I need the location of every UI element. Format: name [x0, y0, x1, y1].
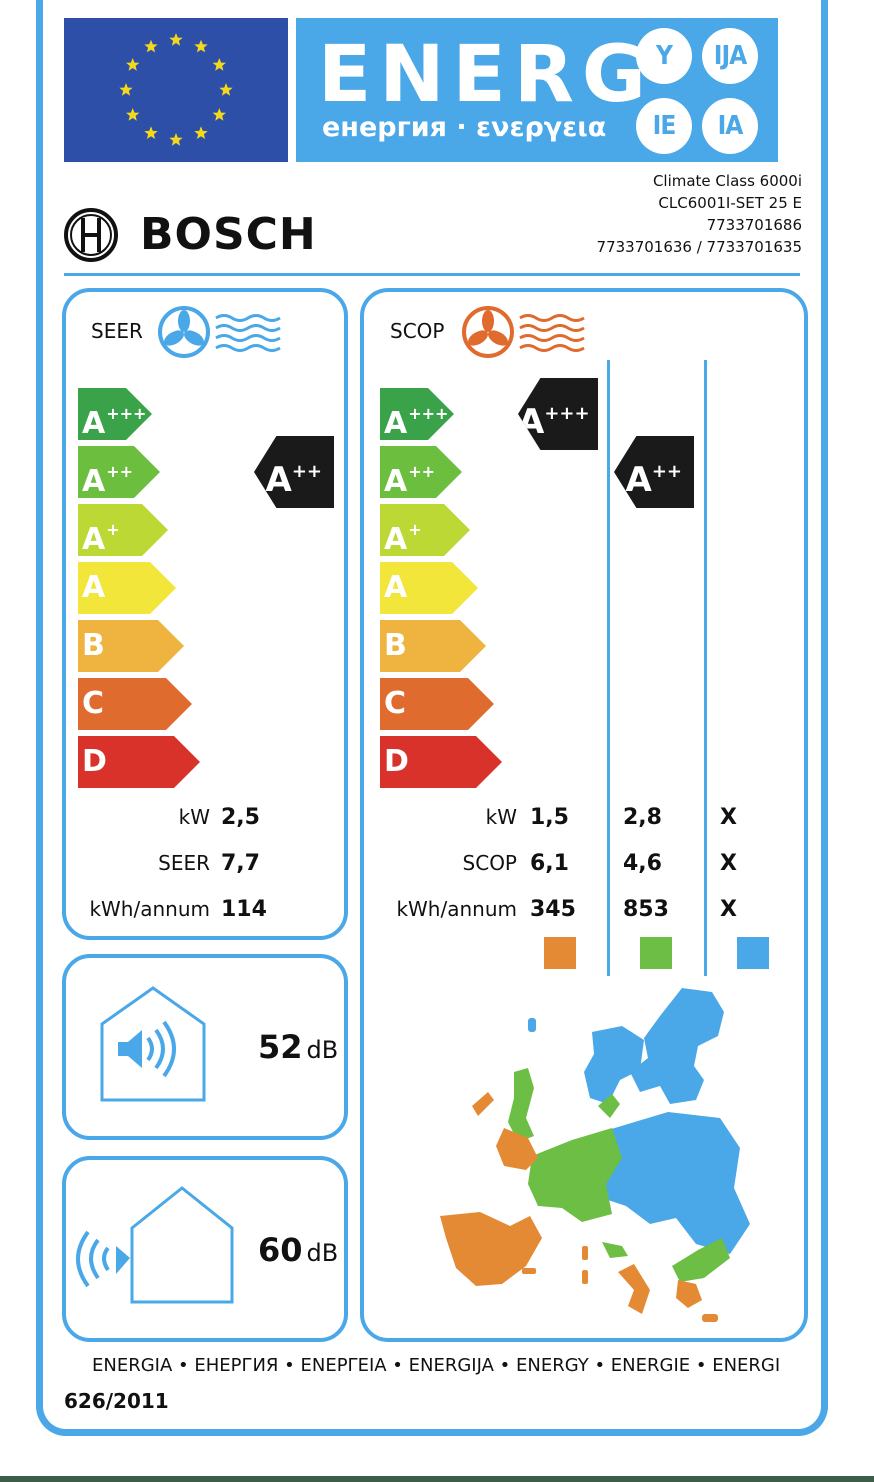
scop-value-average: 853: [623, 897, 669, 922]
energy-class-bar: B: [380, 620, 486, 672]
seer-row-label: SEER: [158, 851, 210, 875]
scop-value-average: 4,6: [623, 851, 662, 876]
europe-climate-map-icon: [432, 980, 772, 1344]
energy-subtitle: енергия · ενεργεια: [322, 112, 607, 143]
suffix-badge: IA: [702, 98, 758, 154]
zone-swatch-colder: [737, 937, 769, 969]
outdoor-db-unit: dB: [306, 1239, 339, 1267]
energy-class-bar: C: [78, 678, 192, 730]
indoor-db-number: 52: [258, 1028, 303, 1066]
seer-row-value: 2,5: [221, 805, 260, 830]
scop-row-label: kWh/annum: [396, 897, 517, 921]
suffix-badge: IE: [636, 98, 692, 154]
model-line: Climate Class 6000i: [652, 172, 802, 190]
indoor-db-unit: dB: [306, 1036, 339, 1064]
scop-value-average: 2,8: [623, 805, 662, 830]
scop-value-warmer: 345: [530, 897, 576, 922]
label-frame: [36, 0, 828, 1436]
scop-rating-plus: ++: [651, 461, 682, 482]
energy-banner: ENERG енергия · ενεργεια Y IJA IE IA: [296, 18, 778, 162]
cooling-fan-icon: [156, 304, 292, 364]
bottom-strip: [0, 1476, 874, 1482]
column-divider: [704, 360, 707, 976]
energy-class-bar: C: [380, 678, 494, 730]
seer-row-value: 114: [221, 897, 267, 922]
energy-class-bar: D: [78, 736, 200, 788]
outdoor-noise-value: 60 dB: [258, 1234, 338, 1266]
heating-fan-icon: [460, 304, 596, 364]
suffix-badge: Y: [636, 28, 692, 84]
model-line: 7733701686: [706, 216, 802, 234]
scop-rating-letter: A: [625, 460, 652, 500]
outdoor-db-number: 60: [258, 1231, 303, 1269]
zone-swatch-warmer: [544, 937, 576, 969]
scop-value-warmer: 1,5: [530, 805, 569, 830]
footer-languages: ENERGIA • ЕНЕРГИЯ • ΕΝΕΡΓΕΙΑ • ENERGIJA …: [92, 1355, 781, 1376]
brand-name: BOSCH: [140, 209, 317, 260]
scop-value-colder: X: [720, 805, 737, 830]
eu-stars-icon: [119, 33, 233, 146]
scop-rating-plus: +++: [544, 403, 590, 424]
energy-word: ENERG: [318, 30, 654, 120]
indoor-sound-icon: [98, 984, 208, 1108]
seer-rating-letter: A: [265, 460, 292, 500]
scop-title: SCOP: [390, 319, 445, 343]
seer-row-value: 7,7: [221, 851, 260, 876]
zone-swatch-average: [640, 937, 672, 969]
seer-title: SEER: [91, 319, 143, 343]
scop-value-colder: X: [720, 897, 737, 922]
seer-panel: [62, 288, 348, 940]
energy-class-bar: D: [380, 736, 502, 788]
scop-row-label: SCOP: [462, 851, 517, 875]
model-line: CLC6001I-SET 25 E: [658, 194, 802, 212]
model-info: Climate Class 6000i CLC6001I-SET 25 E 77…: [597, 170, 802, 258]
seer-rating-plus: ++: [291, 461, 322, 482]
regulation-number: 626/2011: [64, 1389, 169, 1413]
scop-value-colder: X: [720, 851, 737, 876]
indoor-noise-panel: [62, 954, 348, 1140]
column-divider: [607, 360, 610, 976]
scop-value-warmer: 6,1: [530, 851, 569, 876]
indoor-noise-value: 52 dB: [258, 1031, 338, 1063]
scop-panel: [360, 288, 808, 1342]
energy-class-bar: B: [78, 620, 184, 672]
eu-flag: [64, 18, 288, 162]
model-line: 7733701636 / 7733701635: [596, 238, 802, 256]
suffix-badge: IJA: [702, 28, 758, 84]
seer-row-label: kWh/annum: [89, 897, 210, 921]
scop-row-label: kW: [485, 805, 517, 829]
outdoor-noise-panel: [62, 1156, 348, 1342]
outdoor-sound-icon: [70, 1186, 240, 1310]
header-divider: [64, 273, 800, 276]
bosch-logo-icon: [62, 206, 120, 268]
seer-row-label: kW: [178, 805, 210, 829]
